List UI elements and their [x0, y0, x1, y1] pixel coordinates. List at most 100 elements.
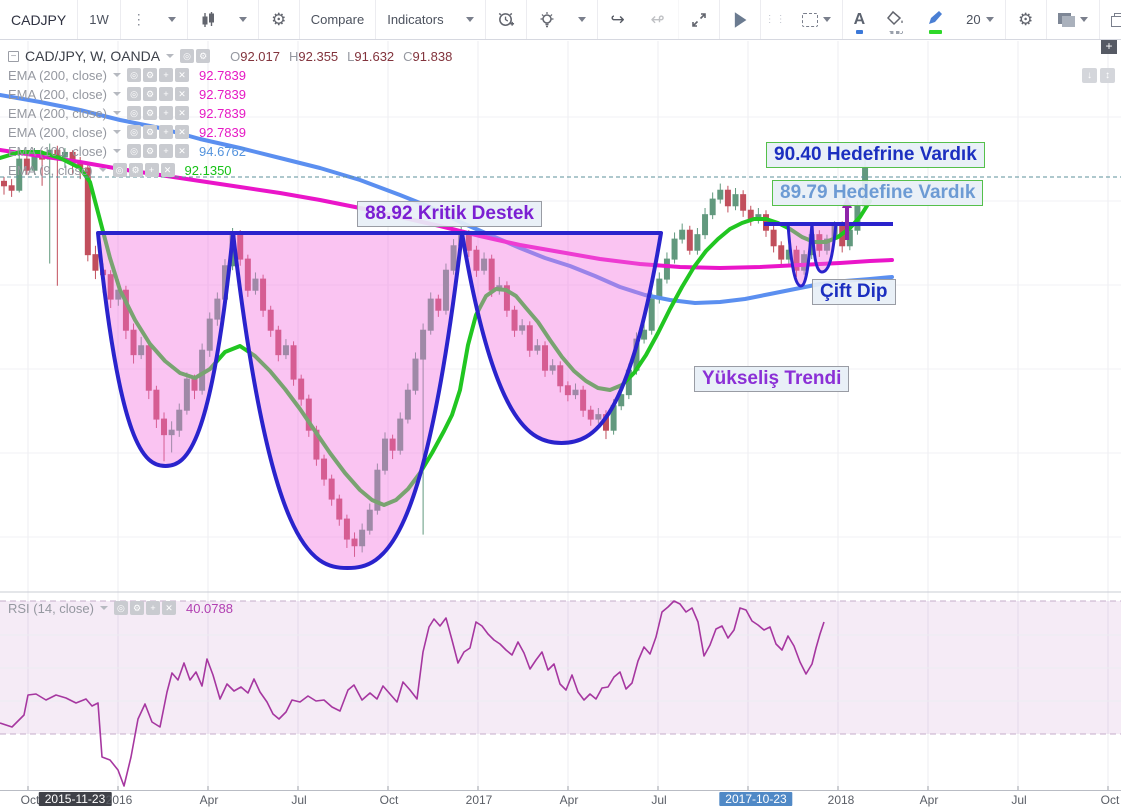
add-pane-button[interactable]: + — [1101, 39, 1117, 54]
interval-dropdown[interactable] — [157, 0, 188, 39]
eye-icon[interactable]: ◎ — [113, 601, 128, 615]
close-icon[interactable]: ✕ — [175, 87, 189, 101]
eye-icon[interactable]: ◎ — [112, 163, 127, 177]
gear-icon[interactable]: ⚙ — [143, 125, 157, 139]
interval-button[interactable]: 1W — [78, 0, 121, 39]
chevron-down-icon — [113, 73, 121, 77]
layers-icon — [1057, 12, 1075, 27]
close-icon[interactable]: ✕ — [160, 163, 175, 177]
collapse-pane-icon[interactable]: − — [8, 50, 19, 62]
gear-icon[interactable]: ⚙ — [129, 601, 144, 615]
chevron-down-icon — [238, 17, 247, 22]
ideas-button[interactable] — [527, 0, 567, 39]
time-axis-label: 2016 — [105, 793, 133, 807]
brush-color-button[interactable] — [916, 0, 955, 39]
chevron-down-icon — [822, 17, 831, 22]
annotation-label[interactable]: Yükseliş Trendi — [694, 366, 850, 392]
indicator-label[interactable]: EMA (200, close) — [8, 124, 107, 140]
chart-style-button[interactable] — [188, 0, 228, 39]
drawing-settings-button[interactable]: ⚙ — [1006, 0, 1047, 39]
indicator-label[interactable]: EMA (200, close) — [8, 86, 107, 102]
text-color-button[interactable]: A — [843, 0, 877, 39]
rsi-legend: RSI (14, close) ◎ ⚙ + ✕ 40.0788 — [8, 600, 233, 619]
gear-icon[interactable]: ⚙ — [143, 144, 157, 158]
add-icon[interactable]: + — [159, 125, 173, 139]
add-icon[interactable]: + — [159, 68, 173, 82]
move-pane-down-button[interactable]: ↓ — [1082, 68, 1097, 83]
annotation-label[interactable]: 90.40 Hedefrine Vardık — [766, 142, 985, 168]
maximize-pane-button[interactable]: ↕ — [1100, 68, 1115, 83]
close-icon[interactable]: ✕ — [175, 68, 189, 82]
indicators-dropdown[interactable] — [455, 0, 486, 39]
eye-icon[interactable]: ◎ — [127, 68, 141, 82]
selection-tool-button[interactable] — [791, 0, 843, 39]
gear-icon[interactable]: ⚙ — [143, 68, 157, 82]
gear-icon[interactable]: ⚙ — [128, 163, 143, 177]
add-icon[interactable]: + — [159, 144, 173, 158]
chevron-down-icon — [98, 168, 107, 172]
rsi-legend-title[interactable]: RSI (14, close) — [8, 600, 94, 616]
indicator-label[interactable]: EMA (9, close) — [8, 162, 93, 178]
symbol-input[interactable]: CADJPY — [0, 0, 79, 39]
eye-icon[interactable]: ◎ — [127, 144, 141, 158]
eye-icon[interactable]: ◎ — [127, 125, 141, 139]
time-axis-label: Jul — [291, 793, 307, 807]
rsi-value: 40.0788 — [185, 600, 233, 616]
eye-icon[interactable]: ◎ — [127, 106, 141, 120]
templates-button[interactable] — [1047, 0, 1100, 39]
rsi-legend-row: RSI (14, close) ◎ ⚙ + ✕ 40.0788 — [8, 600, 233, 616]
chevron-down-icon — [985, 17, 994, 22]
eye-icon[interactable]: ◎ — [127, 87, 141, 101]
drag-handle-icon[interactable]: ⋮⋮ — [764, 14, 787, 25]
chart-properties-button[interactable]: ⚙ — [259, 0, 300, 39]
add-icon[interactable]: + — [159, 106, 173, 120]
indicator-legend-row: EMA (200, close) ◎ ⚙ + ✕ 92.7839 — [8, 105, 452, 121]
close-icon[interactable]: ✕ — [175, 144, 189, 158]
add-alert-button[interactable] — [486, 0, 527, 39]
add-icon[interactable]: + — [144, 163, 159, 177]
chevron-down-icon — [113, 111, 121, 115]
paint-bucket-icon — [887, 10, 903, 26]
indicator-label[interactable]: EMA (200, close) — [8, 67, 107, 83]
indicator-value: 92.7839 — [199, 67, 246, 83]
undo-button[interactable]: ↪︎ — [598, 0, 638, 39]
gear-icon[interactable]: ⚙ — [143, 106, 157, 120]
close-icon[interactable]: ✕ — [175, 125, 189, 139]
indicator-label[interactable]: EMA (200, close) — [8, 105, 107, 121]
chart-style-dropdown[interactable] — [228, 0, 259, 39]
clone-button[interactable] — [1100, 0, 1121, 39]
add-icon[interactable]: + — [145, 601, 160, 615]
dashed-rect-icon — [801, 12, 818, 27]
close-icon[interactable]: ✕ — [161, 601, 176, 615]
annotation-label[interactable]: 89.79 Hedefine Vardık — [772, 180, 984, 206]
indicator-legend-row: EMA (200, close) ◎ ⚙ + ✕ 92.7839 — [8, 67, 452, 83]
publish-button[interactable] — [720, 0, 761, 39]
compare-button[interactable]: Compare — [300, 0, 377, 39]
add-icon[interactable]: + — [159, 87, 173, 101]
fullscreen-button[interactable] — [679, 0, 720, 39]
indicator-label[interactable]: EMA (100, close) — [8, 143, 107, 159]
play-icon — [734, 11, 747, 28]
gear-icon: ⚙ — [1017, 9, 1034, 29]
interval-menu-button[interactable]: ⋮ — [121, 0, 157, 39]
symbol-legend-title[interactable]: CAD/JPY, W, OANDA — [25, 48, 161, 64]
indicator-legend-row: EMA (9, close) ◎ ⚙ + ✕ 92.1350 — [8, 162, 452, 178]
eye-icon[interactable]: ◎ — [180, 49, 195, 63]
time-axis-label: Oct — [20, 793, 40, 807]
pencil-icon — [929, 11, 943, 24]
ideas-dropdown[interactable] — [567, 0, 598, 39]
redo-button[interactable]: ↫︎ — [638, 0, 679, 39]
gear-icon[interactable]: ⚙ — [196, 49, 211, 63]
fill-color-button[interactable] — [876, 0, 916, 39]
indicators-button[interactable]: Indicators — [387, 12, 444, 27]
time-axis-label: 2017 — [465, 793, 493, 807]
gear-icon[interactable]: ⚙ — [143, 87, 157, 101]
font-size-dropdown[interactable]: 20 — [955, 0, 1006, 39]
annotation-label[interactable]: 88.92 Kritik Destek — [357, 201, 542, 227]
close-icon[interactable]: ✕ — [175, 106, 189, 120]
time-axis[interactable]: Oct 2015-11-23 2016 Apr Jul Oct 2017 Apr Jul 2017… — [0, 790, 1121, 810]
annotation-label[interactable]: Çift Dip — [812, 279, 896, 305]
time-axis-label: Apr — [559, 793, 579, 807]
chevron-down-icon — [167, 17, 176, 22]
